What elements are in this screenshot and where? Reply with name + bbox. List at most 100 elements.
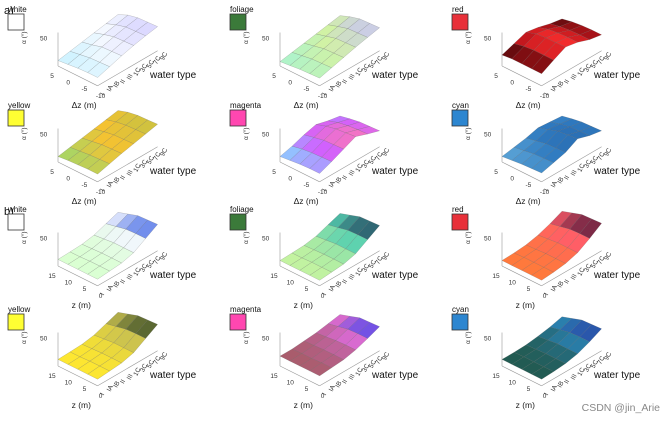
water-type-tick-label: 3C bbox=[139, 363, 149, 374]
depth-tick-label: -5 bbox=[304, 182, 310, 189]
water-type-tick-label: 7C bbox=[597, 355, 607, 366]
surface-cell bbox=[567, 34, 591, 43]
material-swatch bbox=[7, 109, 25, 127]
water-type-tick-label: IB bbox=[113, 80, 122, 89]
water-type-tick-label: 1C bbox=[133, 266, 143, 277]
water-type-axis-line bbox=[97, 50, 158, 87]
surface-cell bbox=[543, 147, 566, 163]
water-type-tick-label: IB bbox=[113, 280, 122, 289]
water-type-axis-line bbox=[541, 50, 602, 87]
water-type-tick-label: 3C bbox=[361, 159, 371, 170]
material-name: white bbox=[7, 5, 27, 14]
surface-cell bbox=[87, 159, 110, 175]
surface-cell bbox=[309, 63, 332, 79]
water-type-tick-label: III bbox=[126, 169, 135, 177]
depth-axis-line bbox=[279, 265, 320, 287]
material-name: red bbox=[452, 5, 464, 14]
depth-axis-label: Δz (m) bbox=[516, 196, 541, 206]
depth-tick-label: -10 bbox=[318, 189, 328, 196]
depth-axis-label: Δz (m) bbox=[72, 100, 97, 110]
depth-axis-label: Δz (m) bbox=[516, 100, 541, 110]
depth-axis-line bbox=[501, 161, 542, 183]
water-type-tick-label: 9C bbox=[381, 51, 391, 62]
water-type-tick-label: 5C bbox=[590, 259, 600, 270]
water-type-tick-label: 3C bbox=[139, 159, 149, 170]
water-type-axis-label: water type bbox=[371, 270, 419, 281]
material-name: white bbox=[7, 205, 27, 214]
alpha-tick-label: 50 bbox=[484, 336, 492, 343]
water-type-tick-label: IA bbox=[106, 284, 115, 293]
water-type-tick-label: 1C bbox=[577, 66, 587, 77]
depth-tick-label: -5 bbox=[526, 182, 532, 189]
water-type-tick-label: 9C bbox=[159, 147, 169, 158]
water-type-tick-label: 3C bbox=[361, 363, 371, 374]
water-type-tick-label: 1C bbox=[577, 266, 587, 277]
material-name: red bbox=[452, 205, 464, 214]
surface-cell bbox=[531, 158, 554, 174]
depth-tick-label: 15 bbox=[492, 273, 500, 280]
surface-cell bbox=[123, 129, 146, 145]
water-type-tick-label: 3C bbox=[139, 263, 149, 274]
section-label-b: b) bbox=[4, 206, 14, 218]
water-type-tick-label: I bbox=[99, 92, 106, 97]
surface-cell bbox=[531, 267, 554, 281]
water-type-tick-label: 1C bbox=[133, 366, 143, 377]
water-type-tick-label: 1C bbox=[577, 366, 587, 377]
depth-axis-line bbox=[57, 265, 98, 287]
alpha-axis-label: α (°) bbox=[20, 232, 28, 245]
water-type-axis-line bbox=[319, 146, 380, 183]
watermark: CSDN @jin_Arie bbox=[581, 402, 660, 414]
water-type-tick-label: I bbox=[321, 188, 328, 193]
surface-cell bbox=[531, 54, 554, 74]
water-type-axis-line bbox=[97, 250, 158, 287]
alpha-axis-label: α (°) bbox=[20, 128, 28, 141]
surface-cell bbox=[567, 233, 590, 253]
alpha-axis-label: α (°) bbox=[242, 232, 250, 245]
surface-cell bbox=[87, 62, 110, 78]
material-name: magenta bbox=[230, 305, 262, 314]
water-type-tick-label: 7C bbox=[597, 255, 607, 266]
depth-axis-label: Δz (m) bbox=[72, 196, 97, 206]
water-type-tick-label: IB bbox=[113, 380, 122, 389]
depth-tick-label: -10 bbox=[318, 93, 328, 100]
water-type-axis-line bbox=[541, 146, 602, 183]
water-type-tick-label: I bbox=[321, 392, 328, 397]
water-type-tick-label: 5C bbox=[368, 155, 378, 166]
water-type-tick-label: 1C bbox=[355, 366, 365, 377]
surface-cell bbox=[87, 365, 110, 380]
water-type-axis-label: water type bbox=[593, 166, 641, 177]
water-type-axis-label: water type bbox=[149, 70, 197, 81]
water-type-tick-label: II bbox=[563, 278, 571, 285]
material-swatch bbox=[451, 109, 469, 127]
water-type-tick-label: IB bbox=[557, 280, 566, 289]
depth-tick-label: -5 bbox=[526, 86, 532, 93]
alpha-tick-label: 50 bbox=[484, 132, 492, 139]
alpha-tick-label: 50 bbox=[40, 36, 48, 43]
depth-tick-label: 0 bbox=[66, 80, 70, 87]
material-swatch bbox=[451, 13, 469, 31]
depth-tick-label: 0 bbox=[543, 393, 547, 400]
alpha-axis-label: α (°) bbox=[464, 332, 472, 345]
alpha-axis-label: α (°) bbox=[242, 32, 250, 45]
water-type-tick-label: II bbox=[341, 174, 349, 181]
surface-cell bbox=[345, 333, 368, 351]
water-type-tick-label: IA bbox=[328, 180, 337, 189]
depth-tick-label: 5 bbox=[50, 73, 54, 80]
water-type-tick-label: 7C bbox=[153, 55, 163, 66]
water-type-axis-line bbox=[97, 146, 158, 183]
material-swatch bbox=[451, 213, 469, 231]
surface-cell bbox=[99, 51, 122, 67]
depth-tick-label: 5 bbox=[527, 386, 531, 393]
water-type-tick-label: 7C bbox=[153, 355, 163, 366]
depth-tick-label: 5 bbox=[83, 386, 87, 393]
depth-tick-label: -10 bbox=[96, 93, 106, 100]
water-type-tick-label: III bbox=[126, 273, 135, 281]
material-swatch bbox=[229, 109, 247, 127]
depth-axis-line bbox=[501, 65, 542, 87]
